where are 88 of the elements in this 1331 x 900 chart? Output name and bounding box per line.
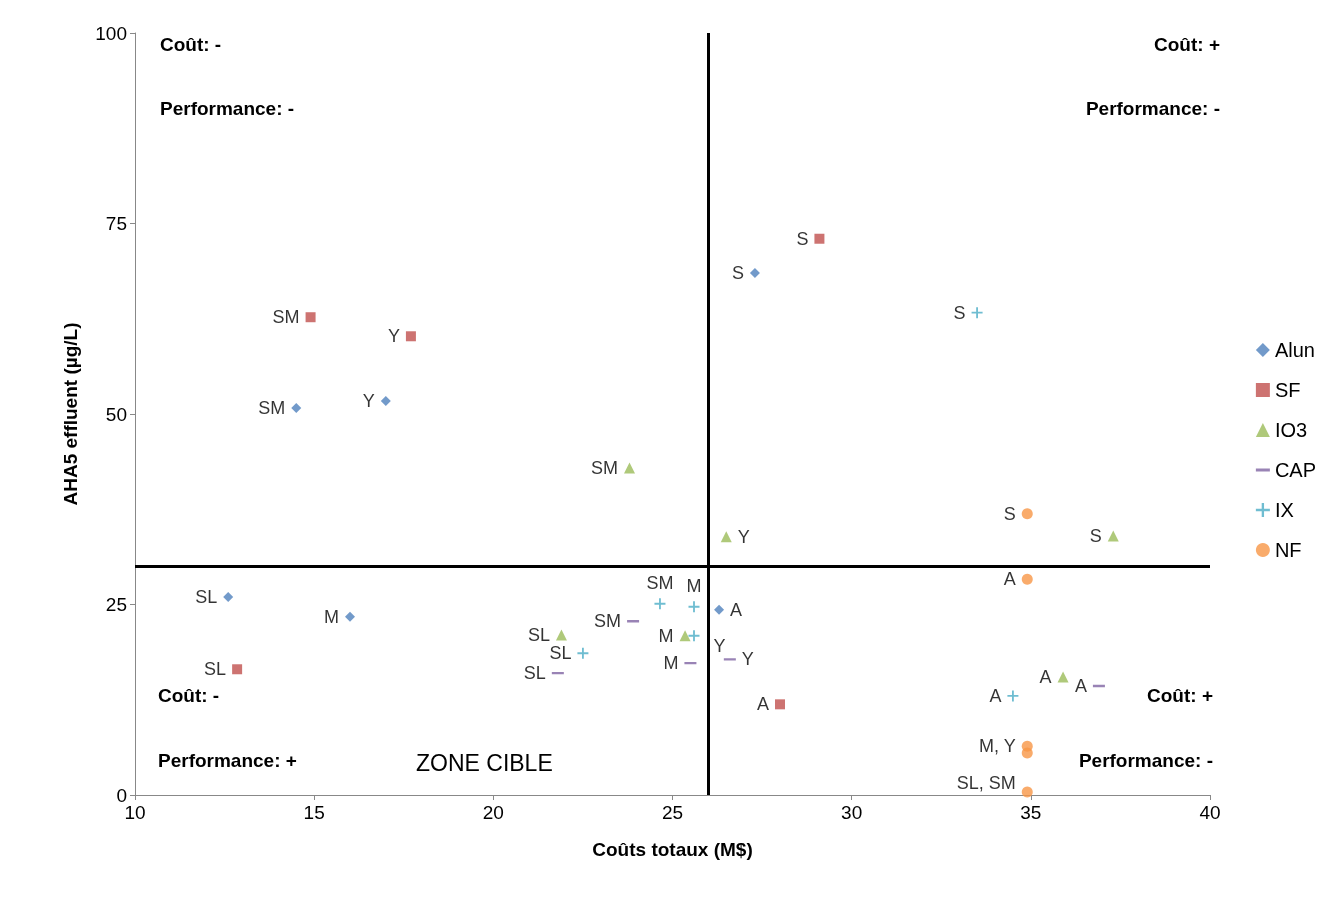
data-label: A (1039, 666, 1052, 687)
x-tick-label: 25 (661, 802, 684, 823)
x-tick-label: 35 (1020, 802, 1042, 823)
point (1021, 747, 1033, 759)
x-tick-label: 30 (841, 802, 863, 823)
data-label: S (1003, 503, 1016, 524)
x-tick-label: 20 (482, 802, 504, 823)
point (380, 396, 391, 407)
point (345, 611, 355, 622)
legend-label: IO3 (1274, 419, 1308, 441)
point (1021, 573, 1033, 585)
point (749, 268, 760, 279)
x-tick-label: 40 (1199, 802, 1221, 823)
x-tick-label: 10 (124, 802, 146, 823)
x-axis-title: Coûts totaux (M$) (592, 839, 753, 860)
annotation: Coût: + (1147, 685, 1214, 706)
data-label: SL (549, 643, 572, 664)
y-tick-label: 50 (105, 403, 127, 425)
data-label: SM (258, 397, 286, 418)
y-tick-label: 0 (116, 784, 127, 806)
data-label: M (663, 653, 679, 674)
data-label: SL (195, 586, 218, 607)
data-label: SL (523, 663, 546, 684)
legend-label: CAP (1274, 459, 1316, 481)
data-label: SL, SM (956, 772, 1016, 793)
data-label: SL (527, 624, 550, 645)
data-label: M (658, 625, 674, 646)
point (577, 647, 589, 659)
point (291, 402, 302, 413)
legend-label: Alun (1274, 339, 1315, 361)
point (1057, 671, 1069, 683)
data-label: Y (387, 326, 400, 347)
point (654, 598, 666, 610)
data-label: A (730, 599, 743, 620)
y-tick-label: 100 (95, 22, 127, 44)
data-label: SL (204, 659, 227, 680)
data-label: S (1089, 525, 1102, 546)
data-label: SM (591, 458, 618, 479)
data-label: SM (272, 307, 300, 328)
y-tick-label: 75 (105, 213, 127, 234)
point (688, 630, 700, 642)
data-label: Y (362, 391, 375, 412)
data-label: A (756, 694, 769, 715)
point (971, 307, 983, 319)
data-label: S (731, 263, 744, 284)
point (775, 699, 785, 710)
legend-label: SF (1274, 379, 1301, 401)
annotation: Performance: + (158, 750, 297, 771)
point (555, 629, 567, 641)
data-label: M (686, 576, 702, 597)
y-axis-title: AHA5 effluent (µg/L) (60, 322, 81, 506)
data-label: Y (741, 649, 754, 670)
data-label: A (1074, 676, 1087, 697)
legend-label: IX (1274, 499, 1294, 521)
annotation: Coût: - (158, 685, 220, 706)
data-label: M, Y (979, 736, 1016, 757)
point (1021, 508, 1033, 520)
point (720, 531, 732, 543)
point (1021, 786, 1033, 798)
annotation: Coût: + (1154, 34, 1221, 55)
data-label: S (953, 302, 966, 323)
point (1107, 530, 1119, 542)
point (814, 233, 825, 244)
annotation: Coût: - (160, 34, 222, 55)
data-label: A (1003, 569, 1016, 590)
data-label: S (796, 228, 809, 249)
point (405, 331, 416, 342)
annotation: Performance: - (1085, 98, 1221, 119)
x-tick-label: 15 (303, 802, 325, 823)
y-tick-label: 25 (105, 594, 127, 615)
point (679, 630, 691, 642)
annotation: ZONE CIBLE (416, 749, 553, 776)
point (688, 601, 700, 613)
data-label: Y (713, 635, 726, 656)
point (714, 604, 725, 615)
point (624, 462, 635, 474)
data-label: M (324, 606, 339, 627)
annotation: Performance: - (1078, 750, 1214, 771)
point (232, 664, 243, 675)
data-label: SM (646, 573, 674, 594)
annotation: Performance: - (160, 98, 295, 119)
data-label: A (989, 685, 1002, 706)
point (1007, 690, 1019, 702)
point (305, 312, 316, 323)
data-label: Y (737, 526, 750, 547)
data-label: SM (594, 611, 622, 632)
legend-label: NF (1274, 539, 1302, 561)
point (223, 591, 234, 602)
